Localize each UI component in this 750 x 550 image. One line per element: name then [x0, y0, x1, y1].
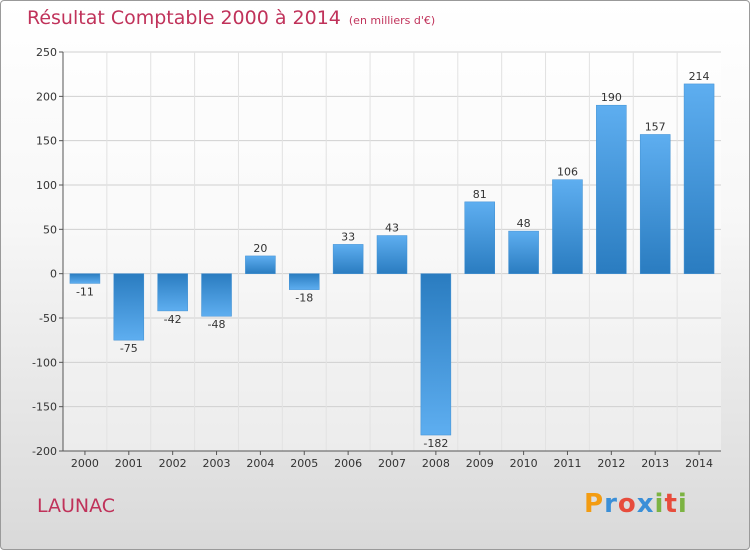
chart-subtitle: (en milliers d'€) — [348, 14, 436, 27]
bar — [596, 104, 627, 274]
bar — [639, 134, 671, 274]
bar — [332, 244, 364, 274]
bar-value-label: -75 — [120, 342, 138, 355]
x-tick-label: 2000 — [71, 457, 99, 470]
bar-value-label: 48 — [517, 217, 531, 230]
bar-value-label: 190 — [601, 91, 622, 104]
y-tick-label: -200 — [32, 445, 57, 458]
y-tick-label: 200 — [36, 90, 57, 103]
bar — [69, 273, 101, 284]
x-tick-label: 2004 — [246, 457, 274, 470]
bar-value-label: -11 — [76, 285, 94, 298]
x-tick-label: 2008 — [422, 457, 450, 470]
proxiti-logo: Proxiti — [584, 489, 688, 519]
x-tick-label: 2014 — [685, 457, 713, 470]
y-tick-label: 100 — [36, 179, 57, 192]
bar-value-label: 81 — [473, 188, 487, 201]
bar — [245, 255, 276, 274]
bar — [552, 179, 583, 274]
bar — [420, 273, 452, 436]
bar — [289, 273, 320, 290]
x-tick-label: 2005 — [290, 457, 318, 470]
x-tick-label: 2007 — [378, 457, 406, 470]
bar — [464, 201, 495, 274]
y-tick-label: 250 — [36, 46, 57, 59]
y-tick-label: 150 — [36, 135, 57, 148]
y-tick-label: -50 — [39, 312, 57, 325]
title-text: Résultat Comptable 2000 à 2014 — [27, 7, 341, 29]
bar — [376, 235, 408, 274]
town-name: LAUNAC — [37, 495, 116, 517]
x-tick-label: 2006 — [334, 457, 362, 470]
bar-value-label: -48 — [208, 318, 226, 331]
chart-title: Résultat Comptable 2000 à 2014 (en millie… — [27, 7, 435, 29]
bar-value-label: -182 — [423, 437, 448, 450]
bar-value-label: 20 — [253, 242, 267, 255]
x-tick-label: 2009 — [466, 457, 494, 470]
y-tick-label: 0 — [50, 268, 57, 281]
x-tick-label: 2012 — [597, 457, 625, 470]
bar-value-label: 214 — [689, 70, 710, 83]
bar-value-label: 106 — [557, 166, 578, 179]
x-tick-label: 2011 — [553, 457, 581, 470]
y-tick-label: 50 — [43, 223, 57, 236]
bar-value-label: 157 — [645, 120, 666, 133]
bar-value-label: -42 — [164, 313, 182, 326]
x-tick-label: 2013 — [641, 457, 669, 470]
bar — [201, 273, 232, 317]
x-tick-label: 2001 — [115, 457, 143, 470]
bar-value-label: 43 — [385, 222, 399, 235]
x-tick-label: 2003 — [203, 457, 231, 470]
bar — [157, 273, 188, 312]
bar-value-label: -18 — [295, 292, 313, 305]
x-tick-label: 2002 — [159, 457, 187, 470]
bar — [113, 273, 145, 341]
bar — [683, 83, 715, 274]
bar-value-label: 33 — [341, 230, 355, 243]
y-tick-label: -150 — [32, 401, 57, 414]
x-tick-label: 2010 — [510, 457, 538, 470]
y-tick-label: -100 — [32, 356, 57, 369]
bar — [508, 230, 539, 274]
